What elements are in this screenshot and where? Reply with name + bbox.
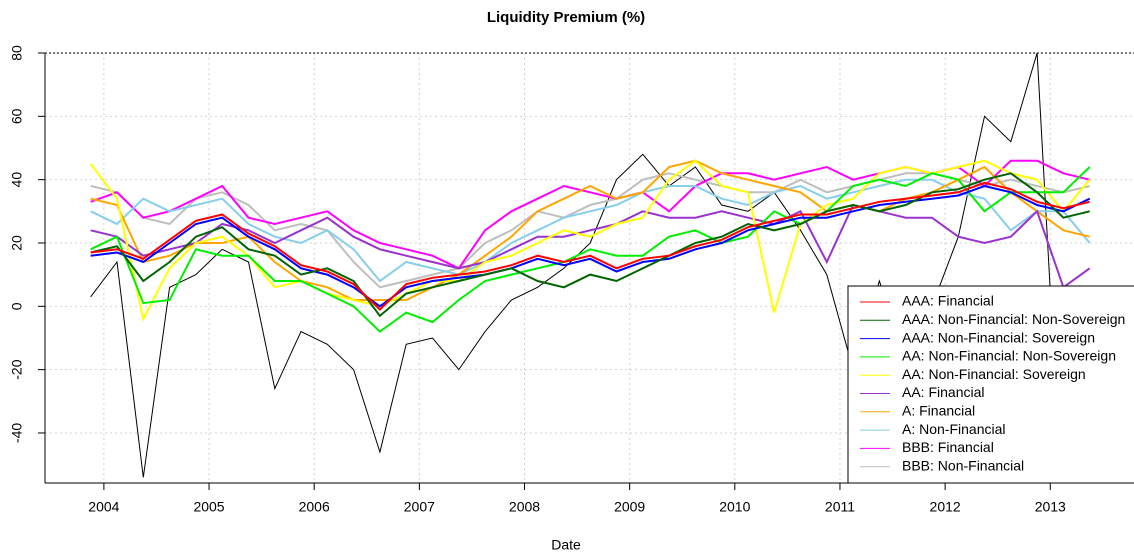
legend-label: A: Financial <box>902 403 975 419</box>
x-tick-label: 2011 <box>825 499 855 515</box>
x-tick-label: 2004 <box>88 499 119 515</box>
x-tick-label: 2005 <box>193 499 224 515</box>
x-tick-label: 2007 <box>404 499 435 515</box>
x-tick-label: 2006 <box>299 499 330 515</box>
series-line <box>89 159 1091 322</box>
y-tick-label: -20 <box>9 359 25 379</box>
legend-box <box>847 285 1134 484</box>
legend-label: A: Non-Financial <box>902 421 1006 437</box>
legend-label: AAA: Financial <box>902 293 994 309</box>
legend-label: BBB: Financial <box>902 439 994 455</box>
x-tick-label: 2012 <box>930 499 961 515</box>
y-tick-label: 60 <box>9 108 25 124</box>
y-tick-label: 80 <box>9 45 25 61</box>
chart-title: Liquidity Premium (%) <box>487 9 645 26</box>
series-line <box>90 172 1090 289</box>
series-line <box>90 178 1091 283</box>
legend-label: AA: Non-Financial: Non-Sovereign <box>902 348 1116 364</box>
series-line <box>90 184 1091 308</box>
x-axis-title: Date <box>551 537 581 553</box>
y-tick-label: 0 <box>9 302 25 310</box>
legend-label: AAA: Non-Financial: Sovereign <box>902 329 1095 345</box>
series-line <box>90 159 1090 301</box>
x-tick-label: 2010 <box>719 499 750 515</box>
x-tick-label: 2013 <box>1035 499 1066 515</box>
legend-label: BBB: Non-Financial <box>902 457 1024 473</box>
y-tick-label: -40 <box>9 423 25 443</box>
series-line <box>90 181 1090 311</box>
x-tick-label: 2008 <box>509 499 540 515</box>
y-tick-label: 20 <box>9 235 25 251</box>
series-line <box>90 166 1091 333</box>
x-tick-label: 2009 <box>614 499 645 515</box>
series-line <box>90 159 1090 270</box>
legend-label: AA: Financial <box>902 384 984 400</box>
legend-label: AA: Non-Financial: Sovereign <box>902 366 1086 382</box>
series-line <box>90 203 1091 289</box>
y-tick-label: 40 <box>9 172 25 188</box>
legend-label: AAA: Non-Financial: Non-Sovereign <box>902 311 1125 327</box>
